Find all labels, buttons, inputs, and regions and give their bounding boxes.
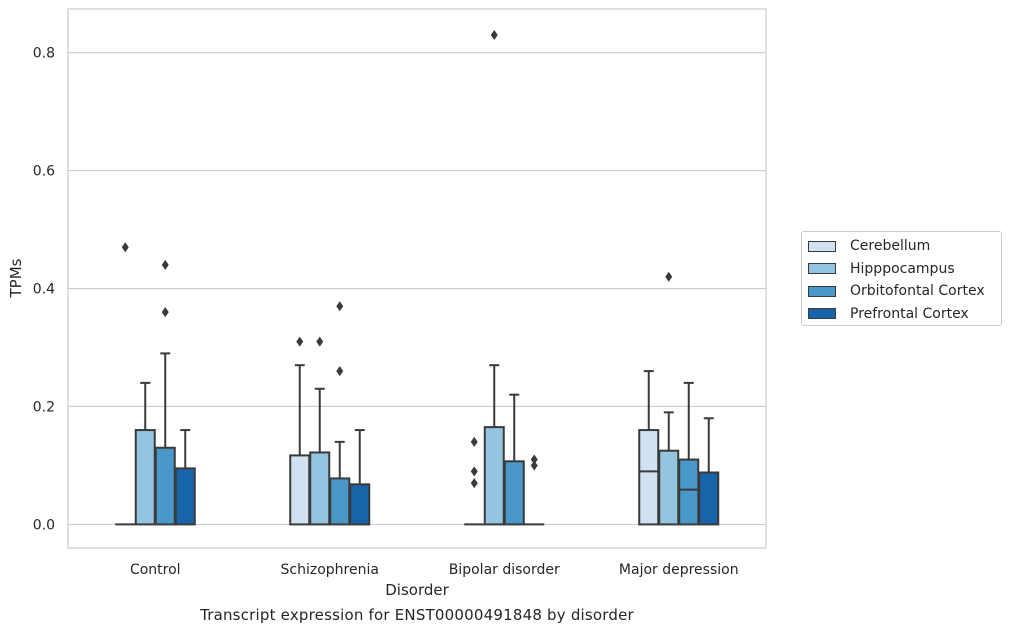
- box: [154, 259, 176, 526]
- box-body: [503, 460, 525, 526]
- x-tick-label: Bipolar disorder: [449, 562, 560, 578]
- box: [658, 271, 680, 526]
- legend-item-cerebellum: Cerebellum: [808, 235, 1001, 258]
- outlier-point: [316, 336, 324, 347]
- outlier-point: [470, 436, 478, 447]
- outlier-point: [121, 242, 129, 253]
- box-body: [329, 477, 351, 526]
- outlier-point: [490, 29, 498, 40]
- outlier-point: [665, 271, 673, 282]
- legend-item-prefrontal-cortex: Prefrontal Cortex: [808, 303, 1001, 326]
- legend: Cerebellum Hipppocampus Orbitofontal Cor…: [801, 231, 1002, 326]
- box: [503, 393, 525, 526]
- legend-label-hippocampus: Hipppocampus: [850, 260, 955, 277]
- box: [115, 242, 136, 526]
- box-series: [115, 29, 720, 526]
- y-tick-label: 0.6: [33, 164, 55, 180]
- box: [464, 436, 485, 526]
- legend-label-cerebellum: Cerebellum: [850, 238, 931, 255]
- box-body: [289, 454, 311, 526]
- outlier-point: [296, 336, 304, 347]
- box-body: [698, 471, 720, 526]
- y-tick-label: 0.2: [33, 399, 55, 415]
- box-body: [309, 451, 331, 526]
- box: [678, 381, 700, 526]
- outlier-point: [530, 454, 538, 465]
- x-tick-labels: Control Schizophrenia Bipolar disorder Majo…: [130, 562, 739, 578]
- box-body: [658, 449, 680, 526]
- y-tick-labels: 0.0 0.2 0.4 0.6 0.8: [33, 46, 55, 534]
- outlier-point: [336, 366, 344, 377]
- box: [309, 336, 331, 526]
- box-body: [154, 446, 176, 526]
- legend-swatch-hippocampus: [808, 263, 836, 275]
- box: [329, 301, 351, 526]
- legend-label-prefrontal-cortex: Prefrontal Cortex: [850, 305, 969, 322]
- box: [289, 336, 311, 526]
- box-body: [483, 426, 505, 526]
- box: [174, 429, 196, 526]
- legend-swatch-cerebellum: [808, 240, 836, 252]
- box: [524, 454, 545, 526]
- box: [134, 381, 156, 526]
- y-tick-label: 0.8: [33, 46, 55, 62]
- x-tick-label: Schizophrenia: [281, 562, 379, 578]
- box-body: [349, 483, 371, 526]
- box-body: [678, 458, 700, 526]
- x-axis-label: Disorder: [385, 581, 449, 599]
- outlier-point: [530, 460, 538, 471]
- box: [698, 417, 720, 526]
- figure-caption: Transcript expression for ENST0000049184…: [200, 606, 634, 624]
- outlier-point: [161, 307, 169, 318]
- y-axis-label: TPMs: [7, 258, 25, 298]
- outlier-point: [336, 301, 344, 312]
- box: [483, 29, 505, 526]
- box-body: [174, 467, 196, 526]
- y-tick-label: 0.4: [33, 282, 55, 298]
- box: [638, 370, 660, 526]
- legend-swatch-orbitofrontal-cortex: [808, 285, 836, 297]
- box: [349, 429, 371, 526]
- legend-label-orbitofrontal-cortex: Orbitofontal Cortex: [850, 283, 985, 300]
- outlier-point: [470, 466, 478, 477]
- legend-swatch-prefrontal-cortex: [808, 308, 836, 320]
- plot-area-frame: [67, 8, 767, 549]
- outlier-point: [161, 259, 169, 270]
- x-tick-label: Control: [130, 562, 181, 578]
- box-body: [638, 429, 660, 526]
- y-tick-label: 0.0: [33, 517, 55, 533]
- box-body: [134, 429, 156, 526]
- outlier-point: [470, 478, 478, 489]
- legend-item-orbitofrontal-cortex: Orbitofontal Cortex: [808, 280, 1001, 303]
- x-tick-label: Major depression: [619, 562, 739, 578]
- legend-item-hippocampus: Hipppocampus: [808, 258, 1001, 281]
